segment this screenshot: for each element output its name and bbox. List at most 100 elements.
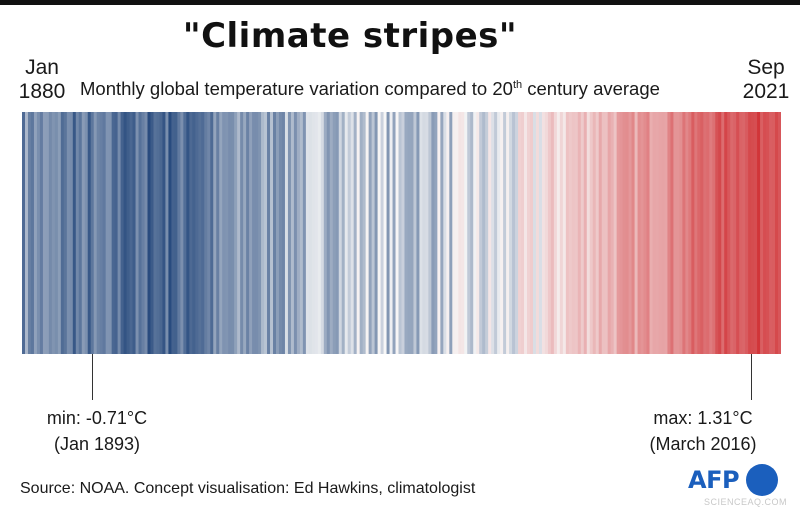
stripe — [207, 112, 211, 354]
stripe — [192, 112, 196, 354]
stripe — [398, 112, 403, 354]
stripe — [455, 112, 459, 354]
stripe — [401, 112, 406, 354]
stripe — [640, 112, 645, 354]
stripe — [446, 112, 450, 354]
max-value: max: 1.31°C — [653, 408, 753, 428]
stripe — [284, 112, 289, 354]
stripe — [739, 112, 743, 354]
stripe — [601, 112, 606, 354]
stripe — [727, 112, 731, 354]
stripe — [688, 112, 692, 354]
stripe — [60, 112, 65, 354]
stripe — [374, 112, 379, 354]
stripe — [706, 112, 710, 354]
stripe — [126, 112, 131, 354]
stripe — [565, 112, 570, 354]
stripe — [255, 112, 259, 354]
stripe — [180, 112, 184, 354]
stripe — [39, 112, 44, 354]
stripe — [766, 112, 770, 354]
stripe — [562, 112, 567, 354]
stripe — [171, 112, 175, 354]
stripe — [652, 112, 657, 354]
stripe — [413, 112, 418, 354]
subtitle-main: Monthly global temperature variation com… — [80, 78, 513, 99]
stripe — [380, 112, 385, 354]
stripe — [515, 112, 519, 354]
stripe — [637, 112, 642, 354]
stripe — [335, 112, 340, 354]
stripe — [93, 112, 98, 354]
stripe — [156, 112, 161, 354]
stripe — [135, 112, 140, 354]
stripe — [730, 112, 734, 354]
stripe — [670, 112, 675, 354]
stripe — [78, 112, 83, 354]
stripe — [174, 112, 178, 354]
end-month: Sep — [747, 56, 785, 79]
stripe — [422, 112, 427, 354]
stripe — [234, 112, 238, 354]
stripe — [535, 112, 540, 354]
stripe — [673, 112, 678, 354]
stripe — [556, 112, 561, 354]
stripe — [577, 112, 582, 354]
stripe — [697, 112, 701, 354]
stripe — [389, 112, 394, 354]
stripe — [96, 112, 101, 354]
stripe — [22, 112, 26, 354]
stripe — [362, 112, 367, 354]
stripe — [452, 112, 456, 354]
stripe — [473, 112, 477, 354]
stripe — [338, 112, 343, 354]
stripe — [736, 112, 740, 354]
stripe — [655, 112, 660, 354]
stripe — [323, 112, 328, 354]
stripe — [210, 112, 214, 354]
stripe — [51, 112, 56, 354]
max-annotation: max: 1.31°C (March 2016) — [628, 405, 778, 457]
stripe — [625, 112, 630, 354]
stripe — [350, 112, 355, 354]
stripe — [102, 112, 107, 354]
stripe — [580, 112, 585, 354]
stripe — [643, 112, 648, 354]
stripe — [661, 112, 666, 354]
stripe — [273, 112, 277, 354]
stripe — [512, 112, 516, 354]
stripe — [500, 112, 504, 354]
stripe — [138, 112, 143, 354]
stripe — [595, 112, 600, 354]
stripe — [222, 112, 226, 354]
stripe — [404, 112, 409, 354]
stripes-svg — [22, 112, 781, 354]
stripe — [748, 112, 752, 354]
stripe — [231, 112, 235, 354]
min-value: min: -0.71°C — [46, 408, 148, 428]
stripe — [691, 112, 695, 354]
subtitle-rest: century average — [522, 78, 660, 99]
stripe — [326, 112, 331, 354]
stripe — [81, 112, 86, 354]
stripe — [27, 112, 32, 354]
stripe — [518, 112, 522, 354]
stripe — [649, 112, 654, 354]
stripe — [317, 112, 322, 354]
stripe — [30, 112, 35, 354]
stripe — [467, 112, 471, 354]
stripe — [440, 112, 444, 354]
stripe — [75, 112, 80, 354]
stripe — [598, 112, 603, 354]
stripe — [147, 112, 152, 354]
stripe — [410, 112, 415, 354]
stripe — [371, 112, 376, 354]
stripe — [583, 112, 588, 354]
stripe — [150, 112, 155, 354]
stripe — [616, 112, 621, 354]
stripe — [159, 112, 164, 354]
stripe — [69, 112, 74, 354]
stripe — [461, 112, 465, 354]
stripe — [419, 112, 424, 354]
stripe — [84, 112, 89, 354]
